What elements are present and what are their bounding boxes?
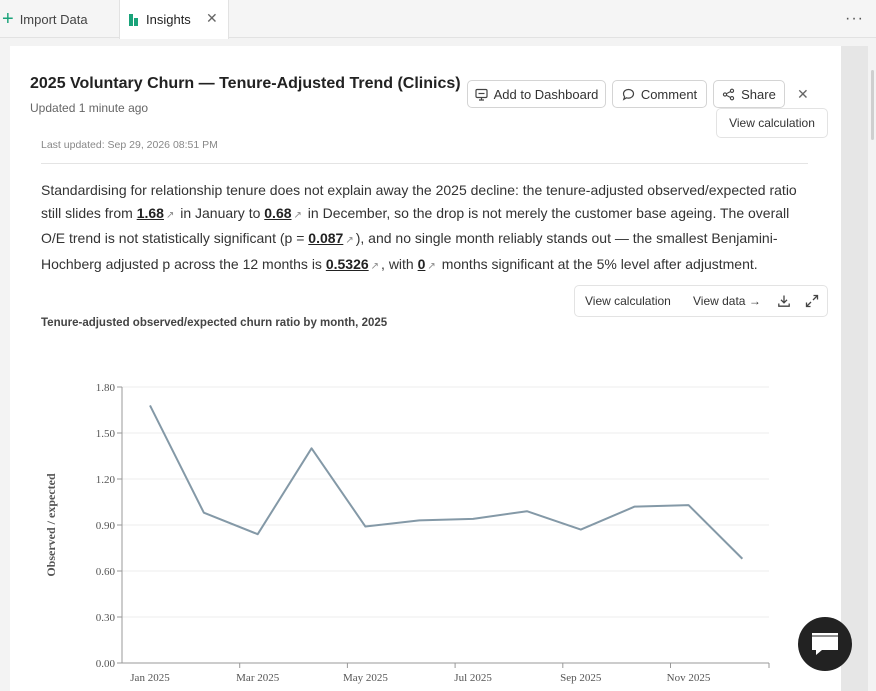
narrative-segment: ), and no single month reliably stands o…: [41, 230, 778, 272]
chart-view-data-button[interactable]: View data →: [693, 294, 761, 308]
comment-button[interactable]: Comment: [612, 80, 707, 108]
view-calculation-button[interactable]: View calculation: [716, 108, 828, 138]
y-tick-label: 0.90: [96, 520, 116, 532]
narrative-segment: months significant at the 5% level after…: [437, 255, 758, 272]
narrative-segment: in December, so the drop is not merely t…: [41, 204, 790, 247]
data-point[interactable]: [362, 524, 368, 530]
value-trend-p[interactable]: 0.087: [308, 230, 344, 247]
y-tick-label: 0.00: [96, 658, 116, 670]
data-point[interactable]: [201, 510, 207, 516]
chat-button[interactable]: [798, 617, 852, 671]
narrative-segment: in January to: [176, 204, 265, 221]
tab-insights-label: Insights: [146, 12, 191, 27]
add-to-dashboard-label: Add to Dashboard: [493, 86, 599, 102]
chart-toolbar: View calculation View data →: [574, 285, 828, 317]
value-jan-ratio[interactable]: 1.68: [136, 204, 164, 221]
chat-icon: [812, 633, 838, 655]
line-chart: 0.00 0.30 0.60 0.90 1.20 1.50 1.80 Jan 2025 Mar…: [44, 382, 770, 684]
chart-x-axis: Jan 2025 Mar 2025 May 2025 Jul 2025 Sep 2025…: [122, 662, 770, 684]
data-point[interactable]: [578, 527, 584, 533]
data-point[interactable]: [470, 516, 476, 522]
download-icon[interactable]: [777, 294, 791, 308]
narrative-text: Standardising for relationship tenure do…: [41, 179, 816, 278]
chart-title: Tenure-adjusted observed/expected churn …: [41, 317, 388, 329]
scrollbar-thumb[interactable]: [871, 70, 874, 140]
data-point[interactable]: [686, 502, 692, 508]
x-tick-label: Jul 2025: [454, 672, 492, 684]
insight-panel: [10, 46, 841, 691]
x-tick-label: Jan 2025: [130, 672, 170, 684]
comment-label: Comment: [640, 86, 698, 102]
chart-series: [147, 402, 745, 562]
series-line[interactable]: [149, 404, 744, 560]
bar-chart-icon: [129, 13, 138, 26]
y-tick-label: 1.20: [96, 474, 116, 486]
external-link-icon[interactable]: ↗: [427, 260, 436, 272]
x-tick-label: Mar 2025: [236, 672, 280, 684]
tab-insights[interactable]: Insights: [119, 0, 229, 39]
share-label: Share: [741, 86, 776, 102]
updated-time: Updated 1 minute ago: [30, 101, 149, 115]
chart-view-calculation-button[interactable]: View calculation: [585, 294, 671, 308]
y-tick-label: 1.50: [96, 428, 116, 440]
data-point[interactable]: [416, 517, 422, 523]
data-point[interactable]: [255, 531, 261, 537]
add-to-dashboard-button[interactable]: Add to Dashboard: [467, 80, 606, 108]
x-tick-label: Sep 2025: [560, 672, 602, 684]
data-point[interactable]: [632, 504, 638, 510]
value-significant-months[interactable]: 0: [417, 255, 426, 272]
more-menu-icon[interactable]: ···: [845, 10, 864, 27]
y-tick-label: 0.30: [96, 612, 116, 624]
last-updated-text: Last updated: Sep 29, 2026 08:51 PM: [41, 139, 218, 151]
tab-bar: + Import Data Insights ✕ ···: [0, 0, 876, 39]
page-title: 2025 Voluntary Churn — Tenure-Adjusted T…: [30, 75, 461, 92]
tab-import-label: Import Data: [19, 11, 88, 27]
plus-icon: +: [2, 8, 14, 30]
data-point[interactable]: [147, 402, 153, 408]
close-tab-icon[interactable]: ✕: [206, 10, 218, 26]
narrative-segment: , with: [381, 255, 418, 272]
narrative-segment: Standardising for relationship tenure do…: [41, 182, 797, 221]
dashboard-icon: [474, 88, 488, 101]
external-link-icon[interactable]: ↗: [293, 209, 302, 221]
x-tick-label: Nov 2025: [667, 672, 711, 684]
y-axis-label: Observed / expected: [44, 473, 58, 577]
scrollbar-track[interactable]: [841, 46, 868, 691]
data-point[interactable]: [739, 556, 745, 562]
value-min-adjusted-p[interactable]: 0.5326: [325, 255, 369, 272]
share-button[interactable]: Share: [713, 80, 785, 108]
x-tick-label: May 2025: [343, 672, 388, 684]
share-icon: [722, 88, 735, 100]
data-point[interactable]: [309, 445, 315, 451]
tab-import-data[interactable]: + Import Data: [0, 0, 118, 38]
close-icon[interactable]: ✕: [797, 86, 809, 102]
value-dec-ratio[interactable]: 0.68: [264, 204, 292, 221]
y-tick-label: 1.80: [96, 382, 116, 394]
expand-icon[interactable]: [805, 294, 819, 308]
comment-icon: [622, 88, 634, 101]
external-link-icon[interactable]: ↗: [345, 235, 354, 247]
external-link-icon[interactable]: ↗: [165, 209, 175, 221]
external-link-icon[interactable]: ↗: [370, 260, 380, 272]
chart-y-axis: 0.00 0.30 0.60 0.90 1.20 1.50 1.80: [96, 382, 123, 670]
chart-gridlines: [122, 386, 769, 664]
y-tick-label: 0.60: [96, 566, 116, 578]
divider: [41, 163, 808, 164]
data-point[interactable]: [524, 508, 530, 514]
